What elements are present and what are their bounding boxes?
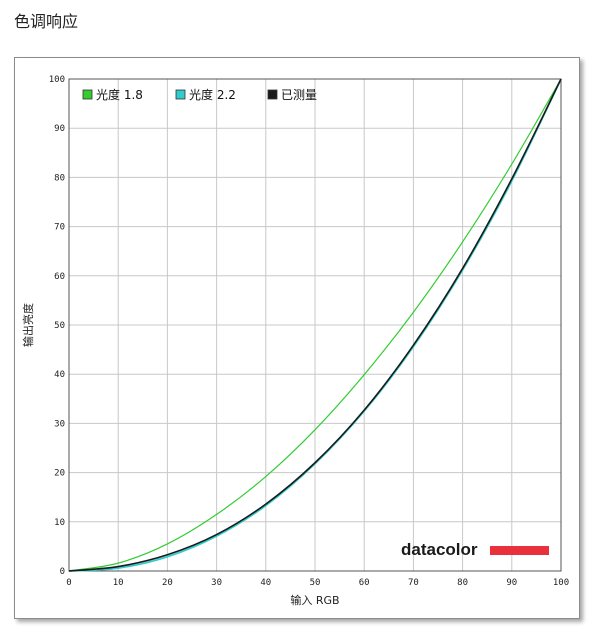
y-tick-label: 80 [54, 173, 65, 183]
series-line-1 [68, 78, 562, 572]
y-tick-label: 10 [54, 518, 65, 528]
y-tick-label: 70 [54, 223, 65, 233]
y-tick-label: 40 [54, 370, 65, 380]
chart-frame: 0 10 20 30 40 50 60 70 80 90 100 0 10 20 30 40 50 60 70 80 9… [14, 57, 580, 619]
legend-swatch [175, 89, 186, 100]
x-tick-label: 90 [506, 578, 517, 588]
legend-label: 已测量 [281, 88, 317, 102]
x-tick-label: 60 [359, 578, 370, 588]
x-tick-label: 70 [408, 578, 419, 588]
y-axis-title: 输出亮度 [21, 303, 35, 347]
y-tick-label: 20 [54, 469, 65, 479]
series-line-3 [68, 78, 562, 572]
axes: 0 10 20 30 40 50 60 70 80 90 100 0 10 20 30 40 50 60 70 80 9… [49, 75, 569, 588]
y-tick-label: 100 [49, 75, 65, 85]
x-tick-label: 40 [260, 578, 271, 588]
y-tick-label: 90 [54, 124, 65, 134]
y-tick-label: 50 [54, 321, 65, 331]
legend-swatch [82, 89, 93, 100]
x-tick-label: 10 [113, 578, 124, 588]
x-tick-label: 30 [211, 578, 222, 588]
x-tick-label: 80 [457, 578, 468, 588]
series-lines [68, 78, 562, 572]
legend: 光度 1.8 光度 2.2 已测量 [82, 87, 317, 102]
datacolor-logo-text: datacolor [401, 540, 478, 559]
y-tick-label: 30 [54, 419, 65, 429]
legend-swatch [267, 89, 278, 100]
datacolor-logo-bar [490, 546, 549, 555]
x-axis-title: 输入 RGB [290, 593, 339, 607]
y-tick-label: 0 [60, 567, 65, 577]
legend-label: 光度 2.2 [189, 87, 236, 102]
x-tick-label: 20 [162, 578, 173, 588]
y-tick-label: 60 [54, 272, 65, 282]
grid [68, 78, 562, 572]
plot-border [68, 78, 562, 572]
x-tick-label: 50 [310, 578, 321, 588]
x-tick-label: 100 [553, 578, 569, 588]
datacolor-logo: datacolor [401, 540, 549, 559]
page-title: 色调响应 [14, 12, 79, 31]
x-tick-label: 0 [66, 578, 71, 588]
tone-response-chart: 0 10 20 30 40 50 60 70 80 90 100 0 10 20 30 40 50 60 70 80 9… [21, 75, 569, 607]
legend-label: 光度 1.8 [96, 87, 143, 102]
